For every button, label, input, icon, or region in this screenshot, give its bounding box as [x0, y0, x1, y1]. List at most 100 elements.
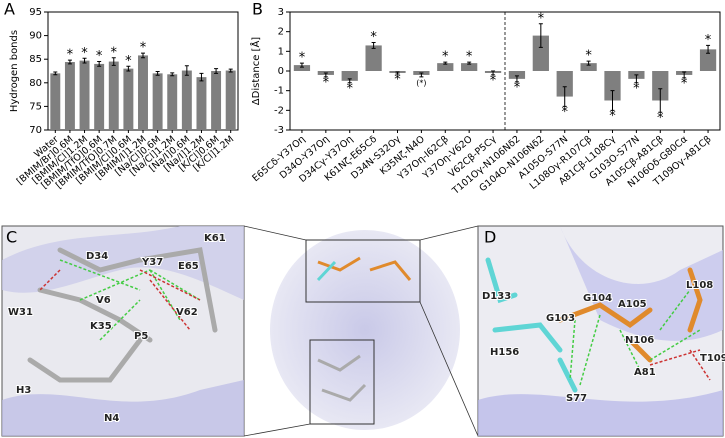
significance: *	[561, 105, 568, 120]
sticks	[485, 257, 578, 393]
bar	[167, 74, 178, 130]
error-bar	[347, 78, 352, 84]
bar	[108, 61, 119, 131]
bar	[64, 62, 75, 131]
residue-label: V62	[176, 307, 198, 318]
error-bar	[53, 71, 58, 76]
y-tick-label: 3	[278, 7, 284, 18]
error-bar	[395, 71, 400, 75]
residue-label: A81	[634, 367, 656, 378]
significance: *	[96, 49, 103, 64]
residue-label: K35	[90, 321, 112, 332]
residue-label: E65	[178, 261, 199, 272]
bar	[50, 73, 61, 130]
y-tick-label: -1	[274, 86, 284, 97]
significance: *	[466, 50, 473, 65]
hbond	[569, 289, 701, 386]
residue-label: H3	[16, 385, 31, 396]
error-bar	[658, 88, 663, 113]
residue-label: W31	[8, 307, 33, 318]
significance: *	[299, 51, 306, 66]
error-bar	[228, 68, 233, 73]
bar	[652, 71, 669, 101]
bar	[699, 49, 717, 71]
bar	[604, 71, 621, 101]
error-bar	[706, 44, 711, 54]
significance: *	[370, 30, 377, 45]
panel-c	[1, 225, 245, 437]
y-tick-label: 1	[278, 46, 284, 57]
y-tick-label: 90	[29, 31, 42, 42]
error-bar	[538, 23, 543, 48]
panel-letter: A	[4, 0, 15, 19]
residue-label: S77	[566, 393, 587, 404]
error-bar	[155, 70, 160, 76]
panel-letter: D	[484, 228, 496, 247]
bar	[79, 60, 90, 131]
residue-label: P5	[134, 331, 148, 342]
error-bar	[299, 62, 304, 68]
bar	[508, 71, 526, 79]
error-bar	[323, 72, 328, 78]
panel-d	[477, 225, 724, 437]
residue-label: V6	[96, 295, 111, 306]
bar	[123, 68, 134, 130]
y-axis-label: Hydrogen bonds	[9, 30, 20, 112]
panel-letter: B	[252, 0, 263, 19]
significance: *	[346, 81, 353, 96]
bar	[341, 71, 358, 81]
significance: *	[323, 75, 330, 90]
error-bar	[199, 72, 204, 82]
y-tick-label: 75	[29, 101, 42, 112]
significance: *	[67, 48, 74, 63]
error-bar	[126, 65, 131, 72]
y-tick-label: 80	[29, 78, 42, 89]
significance: *	[140, 41, 147, 56]
zoom-box	[309, 339, 375, 425]
y-tick-label: 70	[29, 125, 42, 136]
significance: *	[681, 76, 688, 91]
significance: *	[633, 81, 640, 96]
significance: *	[490, 73, 497, 88]
error-bar	[467, 61, 472, 65]
zoom-box	[305, 239, 421, 303]
residue-label: K61	[204, 233, 226, 244]
bar	[196, 77, 207, 130]
error-bar	[82, 57, 87, 64]
hbond	[39, 269, 201, 331]
y-tick-label: 0	[278, 66, 284, 77]
error-bar	[214, 68, 219, 74]
overview	[243, 225, 479, 437]
bar	[211, 71, 222, 130]
y-tick-label: -2	[274, 105, 284, 116]
y-tick-label: -3	[274, 125, 284, 136]
bar	[556, 71, 573, 97]
error-bar	[419, 72, 424, 78]
error-bar	[562, 86, 567, 107]
error-bar	[634, 74, 639, 84]
bar	[532, 35, 549, 71]
error-bar	[443, 61, 448, 65]
residue-label: G104	[583, 293, 612, 304]
bar	[225, 70, 236, 130]
sticks	[557, 267, 703, 363]
residue-label: L108	[686, 280, 713, 291]
error-bar	[184, 65, 189, 76]
significance: *	[514, 80, 521, 95]
error-bar	[67, 59, 72, 65]
ribbon	[560, 226, 723, 341]
sticks	[317, 256, 412, 281]
error-bar	[111, 57, 116, 66]
residue-label: T109	[700, 353, 725, 364]
significance: *	[394, 72, 401, 87]
ribbon	[2, 380, 244, 436]
residue-label: G103	[546, 313, 575, 324]
y-tick-label: 85	[29, 54, 42, 65]
bar	[580, 63, 597, 71]
significance: *	[609, 109, 616, 124]
error-bar	[682, 71, 687, 79]
significance: *	[442, 50, 449, 65]
ribbon	[478, 390, 723, 436]
residue-label: N4	[104, 413, 119, 424]
significance: *	[125, 54, 132, 69]
